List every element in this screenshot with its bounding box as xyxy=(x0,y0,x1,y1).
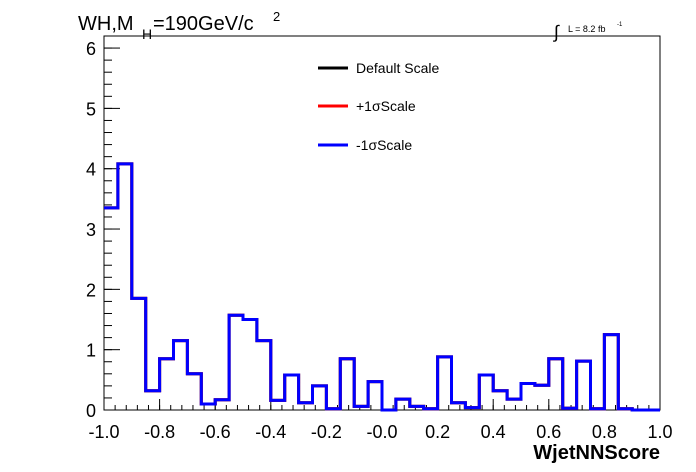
y-tick-label: 0 xyxy=(86,401,96,421)
x-tick-label: 0.4 xyxy=(481,422,506,442)
y-tick-label: 6 xyxy=(86,39,96,59)
legend: Default Scale +1σScale -1σScale xyxy=(318,60,439,153)
lumi-superscript: -1 xyxy=(617,22,623,28)
x-tick-label: 0.8 xyxy=(592,422,617,442)
x-tick-label: -0.2 xyxy=(311,422,342,442)
chart-title-superscript: 2 xyxy=(273,9,280,24)
integral-symbol: ∫ xyxy=(552,22,560,42)
legend-label: +1σScale xyxy=(356,98,416,114)
y-tick-label: 3 xyxy=(86,220,96,240)
x-tick-label: 0.2 xyxy=(425,422,450,442)
y-tick-label: 1 xyxy=(86,341,96,361)
x-tick-label: -0.8 xyxy=(144,422,175,442)
x-tick-label: 1.0 xyxy=(647,422,672,442)
x-tick-label: -1.0 xyxy=(88,422,119,442)
x-tick-label: -0.6 xyxy=(200,422,231,442)
chart-title-rest: =190GeV/c xyxy=(153,13,254,35)
y-tick-label: 4 xyxy=(86,160,96,180)
axes: -1.0 -0.8 -0.6 -0.4 -0.2 -0.0 0.2 0.4 0.6 0.8 1.0 0… xyxy=(86,35,673,442)
chart-title: WH,M xyxy=(78,13,134,35)
series-line-2 xyxy=(104,162,660,412)
chart-title-subscript: H xyxy=(142,26,152,42)
x-axis-label: WjetNNScore xyxy=(533,442,660,464)
lumi-label: L = 8.2 fb xyxy=(568,24,605,34)
y-tick-label: 2 xyxy=(86,280,96,300)
x-tick-label: 0.6 xyxy=(536,422,561,442)
y-tick-label: 5 xyxy=(86,99,96,119)
legend-label: Default Scale xyxy=(356,60,439,76)
x-tick-label: -0.4 xyxy=(255,422,286,442)
series-layer xyxy=(104,162,660,412)
legend-label: -1σScale xyxy=(356,137,412,153)
x-tick-label: -0.0 xyxy=(366,422,397,442)
